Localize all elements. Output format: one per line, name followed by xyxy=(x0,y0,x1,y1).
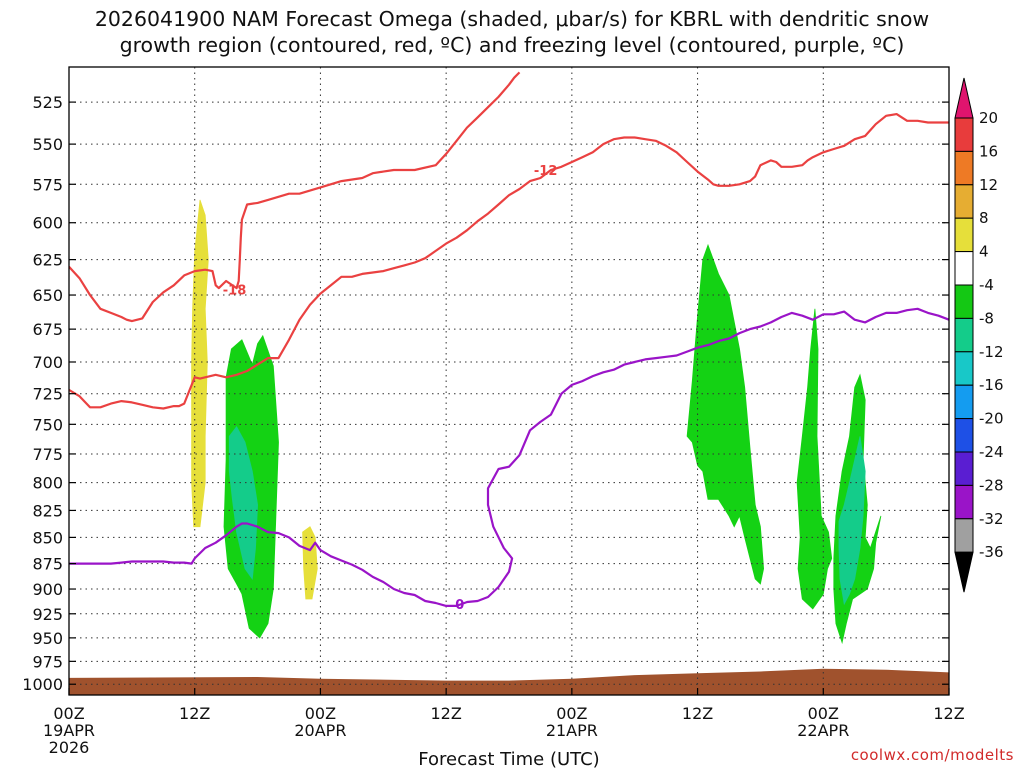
colorbar-label-0: 20 xyxy=(979,109,998,127)
grid-lines xyxy=(69,67,949,695)
contour-label-1: -12 xyxy=(534,164,558,179)
colorbar-bin-13 xyxy=(954,518,974,553)
colorbar-bin-10 xyxy=(954,418,974,453)
omega-region-1-1 xyxy=(838,436,866,606)
xtick-year-0: 2026 xyxy=(49,738,90,757)
ytick-label-1000: 1000 xyxy=(22,675,63,694)
xtick-label-48: 00Z xyxy=(556,704,587,723)
omega-region-2-1 xyxy=(302,526,318,600)
colorbar-label-7: -12 xyxy=(979,343,1004,361)
ytick-label-575: 575 xyxy=(32,175,63,194)
xtick-label-60: 12Z xyxy=(682,704,713,723)
pressure-axis: 525 550 575 600 625 650 675 700 725 750 775 800 825 8… xyxy=(22,93,949,694)
colorbar-bin-3 xyxy=(954,184,974,219)
colorbar-label-3: 8 xyxy=(979,209,989,227)
xtick-label-0: 00Z xyxy=(53,704,84,723)
xtick-label-72: 00Z xyxy=(808,704,839,723)
colorbar-label-10: -24 xyxy=(979,443,1004,461)
ytick-label-925: 925 xyxy=(32,605,63,624)
xtick-date-48: 21APR xyxy=(546,721,598,740)
colorbar-label-12: -32 xyxy=(979,510,1004,528)
xtick-date-72: 22APR xyxy=(797,721,849,740)
ytick-label-550: 550 xyxy=(32,135,63,154)
ytick-label-900: 900 xyxy=(32,580,63,599)
omega-region-1-0 xyxy=(228,425,259,580)
terrain-area xyxy=(69,668,949,695)
colorbar-bin-9 xyxy=(954,384,974,420)
colorbar-bin-12 xyxy=(954,484,974,520)
ytick-label-675: 675 xyxy=(32,320,63,339)
colorbar-label-13: -36 xyxy=(979,543,1004,561)
xtick-label-36: 12Z xyxy=(430,704,461,723)
ytick-label-750: 750 xyxy=(32,415,63,434)
contour-line-0 xyxy=(69,71,521,323)
xtick-label-12: 12Z xyxy=(179,704,210,723)
colorbar-bin-6 xyxy=(954,284,974,319)
omega-region-0-1 xyxy=(686,243,765,585)
ytick-label-875: 875 xyxy=(32,555,63,574)
credit-text: coolwx.com/modelts xyxy=(850,746,1014,764)
contour-labels: -18 -12 0 xyxy=(223,164,558,613)
ytick-label-700: 700 xyxy=(32,353,63,372)
colorbar-arrow-bottom xyxy=(954,551,974,593)
ytick-label-725: 725 xyxy=(32,385,63,404)
colorbar-bin-8 xyxy=(954,351,974,386)
ytick-label-975: 975 xyxy=(32,652,63,671)
xtick-date-24: 20APR xyxy=(294,721,346,740)
colorbar-label-4: 4 xyxy=(979,243,989,261)
ytick-label-600: 600 xyxy=(32,214,63,233)
xtick-date-0: 19APR xyxy=(43,721,95,740)
colorbar-label-11: -28 xyxy=(979,476,1004,494)
ytick-label-850: 850 xyxy=(32,528,63,547)
plot-frame xyxy=(68,66,950,696)
colorbar-arrow-top xyxy=(954,77,974,119)
ytick-label-950: 950 xyxy=(32,629,63,648)
colorbar-label-5: -4 xyxy=(979,276,994,294)
ytick-label-650: 650 xyxy=(32,286,63,305)
x-axis-label: Forecast Time (UTC) xyxy=(418,749,599,768)
colorbar-bin-4 xyxy=(954,217,974,253)
colorbar: 20 16 12 8 4 -4 -8 -12 -16 -20 -24 -28 -32 -36 xyxy=(954,77,1004,593)
colorbar-bin-2 xyxy=(954,150,974,186)
omega-region-0-2 xyxy=(796,308,833,610)
ytick-label-775: 775 xyxy=(32,445,63,464)
colorbar-label-9: -20 xyxy=(979,410,1004,428)
omega-region-2-0 xyxy=(191,199,209,528)
contour-label-0: -18 xyxy=(223,283,247,298)
colorbar-label-6: -8 xyxy=(979,309,994,327)
contour-line-1 xyxy=(69,112,949,410)
colorbar-bin-7 xyxy=(954,317,974,353)
ytick-label-825: 825 xyxy=(32,501,63,520)
omega-shading xyxy=(191,199,882,645)
contour-label-2: 0 xyxy=(455,598,464,613)
chart-title: 2026041900 NAM Forecast Omega (shaded, μ… xyxy=(94,7,930,57)
colorbar-bin-5 xyxy=(954,251,974,286)
ytick-label-525: 525 xyxy=(32,93,63,112)
xtick-label-84: 12Z xyxy=(933,704,964,723)
colorbar-bin-11 xyxy=(954,451,974,486)
colorbar-label-2: 12 xyxy=(979,176,998,194)
colorbar-label-1: 16 xyxy=(979,142,998,160)
colorbar-bin-1 xyxy=(954,117,974,152)
ytick-label-800: 800 xyxy=(32,474,63,493)
xtick-label-24: 00Z xyxy=(305,704,336,723)
terrain-fill xyxy=(69,668,949,695)
ytick-label-625: 625 xyxy=(32,251,63,270)
contour-line-2 xyxy=(69,307,949,608)
temperature-contours xyxy=(69,71,949,608)
colorbar-label-8: -16 xyxy=(979,376,1004,394)
